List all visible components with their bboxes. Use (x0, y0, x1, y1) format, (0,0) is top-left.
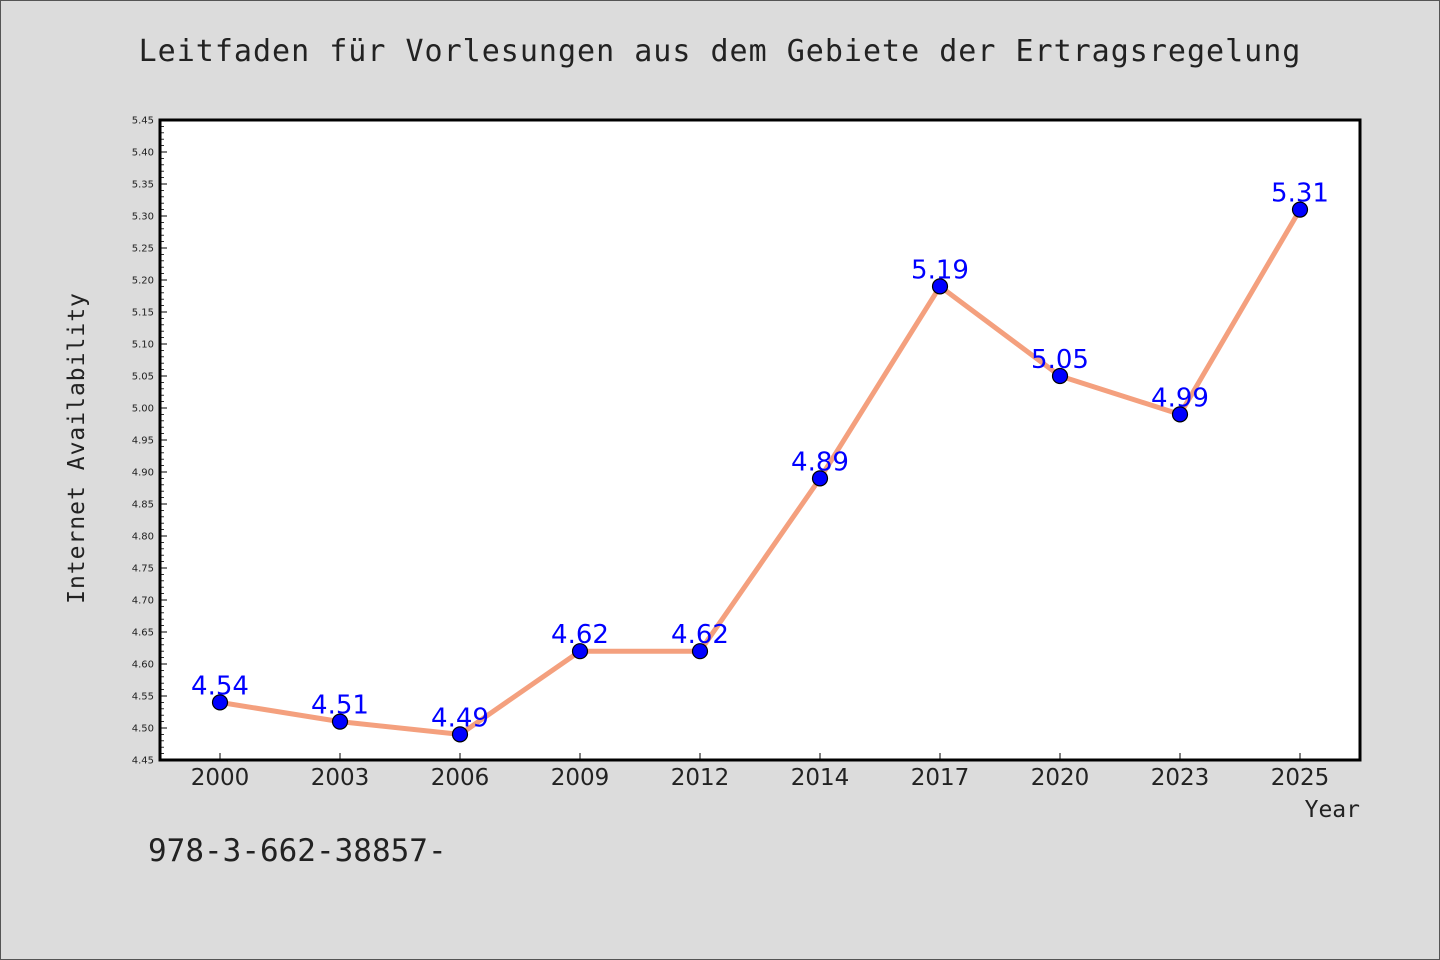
data-labels: 4.54 4.51 4.49 4.62 4.62 4.89 5.19 5.05 4.99 5.31 (191, 179, 1329, 734)
y-axis-ticks: 4.45 4.50 4.55 4.60 4.65 4.70 4.75 4.80 4.85 4.90… (132, 116, 167, 767)
data-label: 5.31 (1271, 179, 1329, 209)
y-tick-label: 4.50 (132, 724, 154, 735)
y-tick-label: 4.80 (132, 532, 154, 543)
x-tick-label: 2006 (431, 765, 490, 791)
data-point (1051, 367, 1069, 385)
data-point (451, 726, 469, 743)
x-axis-ticks: 2000 2003 2006 2009 2012 2014 2017 2020 2023 2025 (191, 753, 1330, 791)
y-tick-label: 4.60 (132, 660, 154, 671)
data-point (1171, 406, 1189, 423)
y-tick-label: 5.00 (132, 404, 154, 415)
series-markers (211, 201, 1309, 743)
data-point (1291, 201, 1309, 218)
data-point (211, 694, 229, 711)
data-point (931, 278, 949, 295)
y-tick-label: 5.10 (132, 340, 154, 351)
footnote-text: 978-3-662-38857- (148, 833, 447, 869)
data-point (331, 713, 349, 730)
x-tick-label: 2017 (911, 765, 970, 791)
chart-title: Leitfaden für Vorlesungen aus dem Gebiet… (138, 34, 1302, 69)
x-tick-label: 2000 (191, 765, 250, 791)
y-tick-label: 5.15 (132, 308, 154, 319)
y-tick-label: 4.75 (132, 564, 154, 575)
y-tick-label: 5.25 (132, 244, 154, 255)
y-tick-label: 5.20 (132, 276, 154, 287)
data-label: 4.49 (431, 703, 489, 733)
x-tick-label: 2014 (791, 765, 850, 791)
data-point (811, 470, 829, 487)
y-tick-label: 4.55 (132, 692, 154, 703)
data-label: 5.05 (1031, 345, 1089, 375)
y-tick-label: 5.05 (132, 372, 154, 383)
y-tick-label: 4.45 (132, 756, 154, 767)
data-label: 4.62 (671, 620, 729, 650)
data-label: 4.99 (1151, 383, 1209, 413)
y-tick-label: 4.85 (132, 500, 154, 511)
data-point (571, 643, 589, 660)
y-tick-label: 5.35 (132, 180, 154, 191)
y-tick-label: 4.70 (132, 596, 154, 607)
data-label: 4.51 (311, 691, 369, 721)
x-tick-label: 2009 (551, 765, 610, 791)
series-line (219, 208, 1303, 737)
y-tick-label: 4.95 (132, 436, 154, 447)
x-tick-label: 2012 (671, 765, 730, 791)
y-tick-label: 4.90 (132, 468, 154, 479)
x-axis-label: Year (1304, 797, 1360, 823)
data-label: 4.54 (191, 671, 249, 701)
data-label: 5.19 (911, 255, 969, 285)
x-tick-label: 2003 (311, 765, 370, 791)
x-tick-label: 2023 (1151, 765, 1210, 791)
plot-area (158, 118, 1362, 762)
x-tick-label: 2020 (1031, 765, 1090, 791)
y-tick-label: 5.30 (132, 212, 154, 223)
data-label: 4.89 (791, 447, 849, 477)
data-point (691, 643, 709, 660)
x-tick-label: 2025 (1271, 765, 1330, 791)
y-tick-label: 4.65 (132, 628, 154, 639)
y-tick-label: 5.40 (132, 148, 154, 159)
y-tick-label: 5.45 (132, 116, 154, 127)
data-label: 4.62 (551, 620, 609, 650)
